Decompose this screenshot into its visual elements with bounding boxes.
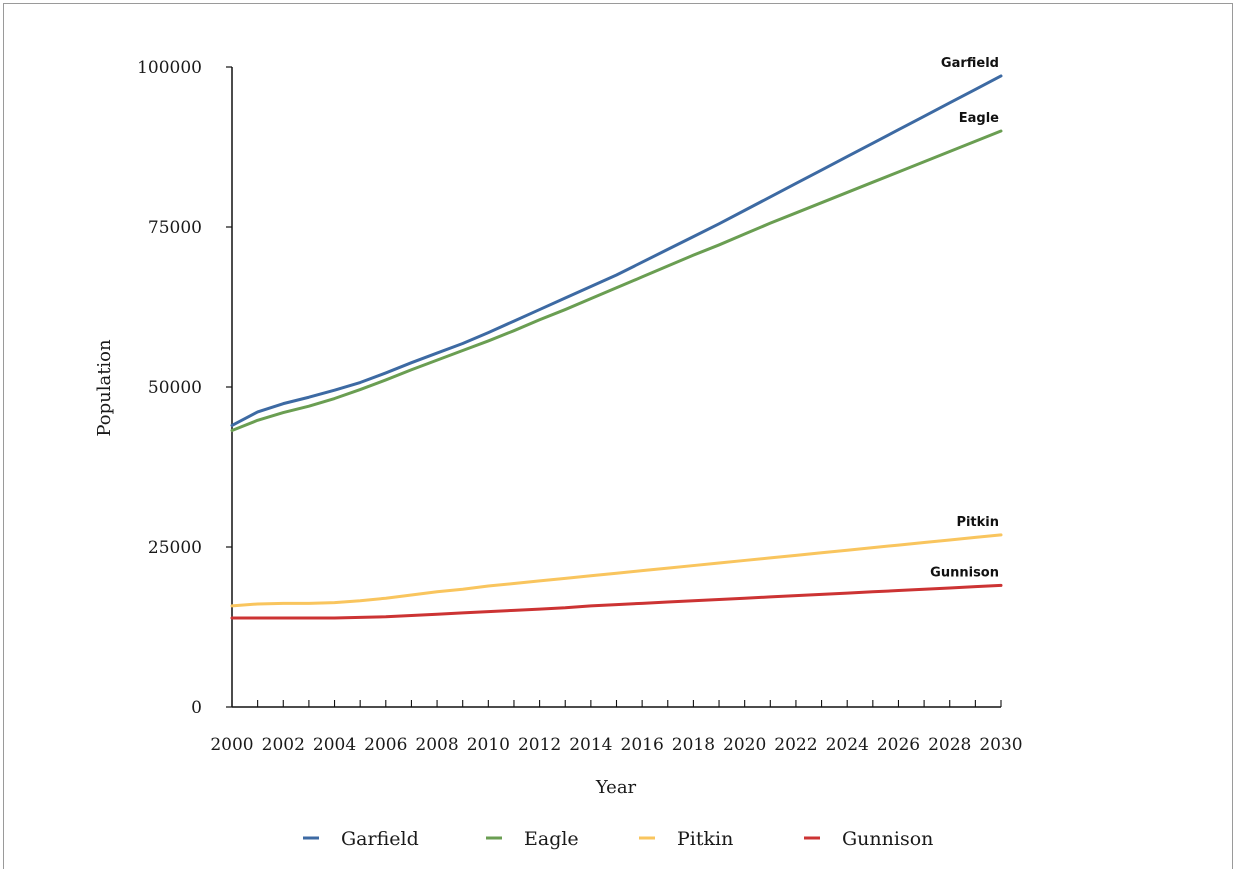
- y-tick-label: 100000: [137, 58, 202, 78]
- x-tick-label: 2004: [313, 735, 356, 755]
- x-tick-label: 2024: [826, 735, 869, 755]
- y-axis-ticks: 0 25000 50000 75000 100000: [137, 58, 232, 718]
- chart-frame: [3, 3, 1233, 869]
- y-tick-label: 50000: [148, 378, 202, 398]
- x-tick-label: 2018: [672, 735, 715, 755]
- series-line-garfield: [230, 74, 1003, 427]
- legend: Garfield Eagle Pitkin Gunnison: [303, 828, 933, 850]
- y-tick-label: 25000: [148, 538, 202, 558]
- series-end-labels: Garfield Eagle Pitkin Gunnison: [930, 56, 999, 580]
- y-tick-label: 75000: [148, 218, 202, 238]
- x-axis-title: Year: [595, 777, 637, 798]
- legend-label-gunnison: Gunnison: [842, 828, 933, 850]
- x-tick-label: 2002: [262, 735, 305, 755]
- series-label-pitkin: Pitkin: [956, 515, 999, 530]
- series-lines: [230, 74, 1003, 620]
- y-axis-title: Population: [94, 339, 115, 437]
- series-label-eagle: Eagle: [959, 111, 999, 126]
- x-tick-label: 2020: [723, 735, 766, 755]
- x-tick-label: 2022: [774, 735, 817, 755]
- x-tick-label: 2028: [928, 735, 971, 755]
- x-tick-label: 2014: [569, 735, 612, 755]
- series-line-pitkin: [230, 533, 1003, 608]
- series-line-gunnison: [230, 583, 1003, 620]
- legend-label-garfield: Garfield: [341, 828, 419, 850]
- x-tick-label: 2000: [210, 735, 253, 755]
- series-label-gunnison: Gunnison: [930, 565, 999, 580]
- series-line-eagle: [230, 129, 1003, 433]
- x-tick-label: 2012: [518, 735, 561, 755]
- x-tick-label: 2016: [621, 735, 664, 755]
- legend-label-eagle: Eagle: [524, 828, 579, 850]
- y-tick-label: 0: [191, 698, 202, 718]
- x-tick-label: 2008: [415, 735, 458, 755]
- legend-label-pitkin: Pitkin: [677, 828, 733, 850]
- x-axis-ticks: 2000 2002 2004 2006 2008 2010 2012 2014 2016 2018…: [210, 700, 1023, 755]
- x-tick-label: 2010: [467, 735, 510, 755]
- x-tick-label: 2026: [877, 735, 920, 755]
- x-tick-label: 2030: [979, 735, 1022, 755]
- series-label-garfield: Garfield: [941, 56, 999, 71]
- x-tick-label: 2006: [364, 735, 407, 755]
